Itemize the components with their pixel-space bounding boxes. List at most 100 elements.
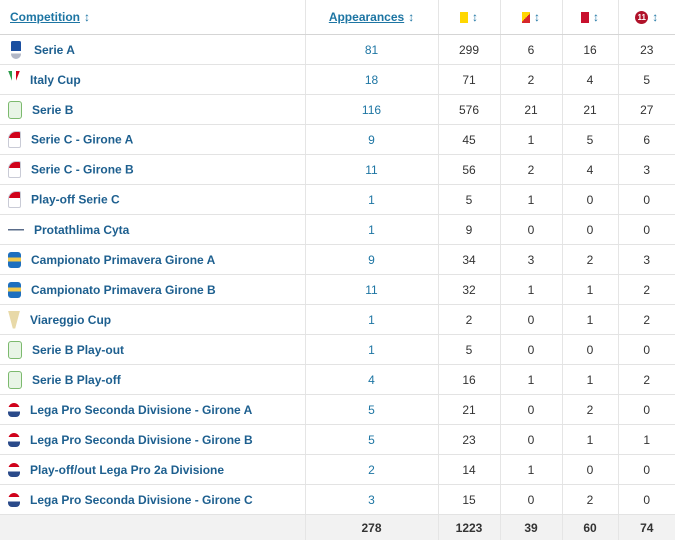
goals-cell: 5 [438,334,501,365]
substitution-icon: 11 [635,11,649,25]
serie-b-logo [8,340,22,359]
table-row: Serie B Play-off 4 16 1 1 2 [0,364,675,395]
appearances-header-label[interactable]: Appearances [328,10,405,24]
competition-cell[interactable]: Protathlima Cyta [0,214,306,245]
table-row: Serie C - Girone A 9 45 1 5 6 [0,124,675,155]
appearances-cell[interactable]: 5 [305,424,439,455]
yellow-cell: 2 [500,64,563,95]
appearances-cell[interactable]: 116 [305,94,439,125]
appearances-cell[interactable]: 9 [305,124,439,155]
appearances-cell[interactable]: 9 [305,244,439,275]
lega-pro-logo [8,432,20,447]
appearances-cell[interactable]: 1 [305,304,439,335]
competition-header[interactable]: Competition ↕ [0,0,306,35]
competition-header-label[interactable]: Competition [10,10,80,24]
competition-cell[interactable]: Campionato Primavera Girone B [0,274,306,305]
sort-arrow-icon[interactable]: ↕ [472,10,478,24]
goals-cell: 16 [438,364,501,395]
red-cell: 0 [618,394,675,425]
table-row: Lega Pro Seconda Divisione - Girone B 5 23… [0,424,675,455]
competition-name[interactable]: Serie C - Girone B [31,162,134,177]
sort-arrow-icon[interactable]: ↕ [84,10,90,24]
red-cell: 2 [618,304,675,335]
cyta-logo [8,225,24,234]
competition-cell[interactable]: Serie B Play-off [0,364,306,395]
competition-cell[interactable]: Play-off Serie C [0,184,306,215]
appearances-cell[interactable]: 81 [305,34,439,65]
yellow-red-cell: 0 [562,184,619,215]
sort-arrow-icon[interactable]: ↕ [408,10,415,24]
totals-row: 278 1223 39 60 74 [0,514,675,540]
goals-cell: 45 [438,124,501,155]
appearances-cell[interactable]: 11 [305,274,439,305]
competition-name[interactable]: Campionato Primavera Girone B [31,282,216,297]
yellow-red-cell: 21 [562,94,619,125]
competition-cell[interactable]: Serie B Play-out [0,334,306,365]
competition-cell[interactable]: Serie C - Girone A [0,124,306,155]
appearances-cell[interactable]: 2 [305,454,439,485]
competition-name[interactable]: Serie B [32,102,74,117]
competition-name[interactable]: Play-off Serie C [31,192,120,207]
goals-cell: 32 [438,274,501,305]
yellow-cell: 0 [500,424,563,455]
appearances-cell[interactable]: 11 [305,154,439,185]
competition-cell[interactable]: Italy Cup [0,64,306,95]
competition-name[interactable]: Lega Pro Seconda Divisione - Girone A [30,402,253,417]
competition-name[interactable]: Campionato Primavera Girone A [31,252,216,267]
appearances-cell[interactable]: 1 [305,214,439,245]
competition-cell[interactable]: Play-off/out Lega Pro 2a Divisione [0,454,306,485]
competition-cell[interactable]: Lega Pro Seconda Divisione - Girone A [0,394,306,425]
yellow-cell: 2 [500,154,563,185]
red-cell: 0 [618,184,675,215]
yellow-card-header[interactable]: ↕ [438,0,501,35]
competition-name[interactable]: Serie C - Girone A [31,132,134,147]
table-row: Campionato Primavera Girone A 9 34 3 2 3 [0,244,675,275]
yellow-red-cell: 2 [562,484,619,515]
yellow-cell: 0 [500,484,563,515]
competition-name[interactable]: Lega Pro Seconda Divisione - Girone B [30,432,253,447]
appearances-cell[interactable]: 18 [305,64,439,95]
yellow-red-cell: 4 [562,64,619,95]
yellow-red-card-icon [522,12,530,24]
yellow-cell: 1 [500,274,563,305]
yellow-red-card-header[interactable]: ↕ [500,0,563,35]
yellow-red-cell: 1 [562,274,619,305]
substitution-header[interactable]: 11 ↕ [618,0,675,35]
sort-arrow-icon[interactable]: ↕ [652,9,659,24]
appearances-cell[interactable]: 5 [305,394,439,425]
competition-name[interactable]: Viareggio Cup [30,312,112,327]
red-cell: 0 [618,454,675,485]
competition-cell[interactable]: Serie B [0,94,306,125]
appearances-cell[interactable]: 1 [305,334,439,365]
red-card-header[interactable]: ↕ [562,0,619,35]
appearances-header[interactable]: Appearances ↕ [305,0,439,35]
competition-name[interactable]: Play-off/out Lega Pro 2a Divisione [30,462,225,477]
yellow-red-cell: 1 [562,424,619,455]
competition-name[interactable]: Serie B Play-out [32,342,125,357]
yellow-red-cell: 0 [562,214,619,245]
table-row: Serie B 116 576 21 21 27 [0,94,675,125]
competition-cell[interactable]: Viareggio Cup [0,304,306,335]
competition-cell[interactable]: Serie C - Girone B [0,154,306,185]
competition-cell[interactable]: Lega Pro Seconda Divisione - Girone C [0,484,306,515]
competition-cell[interactable]: Serie A [0,34,306,65]
appearances-cell[interactable]: 1 [305,184,439,215]
red-cell: 5 [618,64,675,95]
sort-arrow-icon[interactable]: ↕ [534,10,540,24]
competition-name[interactable]: Serie A [34,42,75,57]
yellow-cell: 1 [500,184,563,215]
competition-name[interactable]: Serie B Play-off [32,372,121,387]
red-cell: 1 [618,424,675,455]
serie-b-logo [8,100,22,119]
appearances-cell[interactable]: 3 [305,484,439,515]
appearances-cell[interactable]: 4 [305,364,439,395]
competition-name[interactable]: Protathlima Cyta [34,222,130,237]
competition-name[interactable]: Lega Pro Seconda Divisione - Girone C [30,492,253,507]
competition-cell[interactable]: Campionato Primavera Girone A [0,244,306,275]
sort-arrow-icon[interactable]: ↕ [593,10,599,24]
yellow-cell: 6 [500,34,563,65]
competition-cell[interactable]: Lega Pro Seconda Divisione - Girone B [0,424,306,455]
goals-cell: 15 [438,484,501,515]
competition-name[interactable]: Italy Cup [30,72,81,87]
